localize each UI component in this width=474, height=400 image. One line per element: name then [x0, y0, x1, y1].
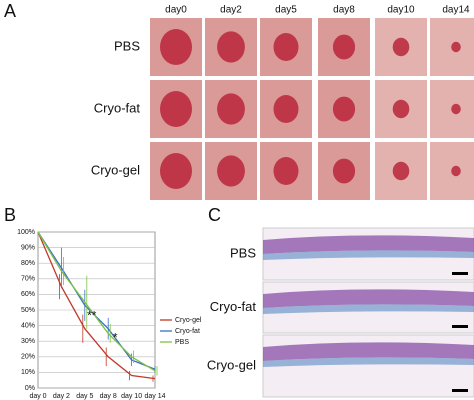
wound [392, 37, 410, 57]
y-tick-label: 40% [21, 322, 35, 329]
panel-label: A [4, 1, 16, 21]
y-tick-label: 90% [21, 244, 35, 251]
wound [332, 96, 356, 122]
legend-label: Cryo-gel [175, 317, 202, 324]
y-tick-label: 10% [21, 369, 35, 376]
tissue-band [263, 289, 474, 308]
x-tick-label: day 8 [100, 393, 117, 400]
x-tick-label: day 14 [144, 393, 165, 400]
tissue-band [263, 342, 474, 361]
wound [451, 165, 461, 177]
wound [273, 95, 299, 123]
wound [332, 34, 356, 60]
column-label: day14 [442, 5, 470, 16]
wound [273, 33, 299, 61]
column-label: day0 [165, 5, 187, 16]
row-label: Cryo-fat [94, 100, 141, 115]
wound [160, 91, 192, 127]
column-label: day10 [387, 5, 415, 16]
wound [160, 153, 192, 189]
wound [160, 29, 192, 65]
y-tick-label: 50% [21, 307, 35, 314]
scale-bar [452, 325, 468, 328]
y-tick-label: 0% [25, 385, 35, 392]
scale-bar [452, 272, 468, 275]
series-line [37, 231, 156, 380]
x-tick-label: day 2 [53, 393, 70, 400]
column-label: day2 [220, 5, 242, 16]
wound [392, 99, 410, 119]
tissue-band [263, 357, 474, 367]
tissue-band [263, 250, 474, 260]
legend-label: Cryo-fat [175, 328, 200, 335]
wound [451, 41, 461, 53]
tissue-band [263, 235, 474, 254]
wound [392, 161, 410, 181]
wound [217, 93, 245, 125]
y-tick-label: 80% [21, 260, 35, 267]
wound [273, 157, 299, 185]
annotation: * [113, 330, 118, 344]
y-tick-label: 100% [17, 229, 35, 236]
row-label: PBS [114, 38, 140, 53]
series-line [37, 231, 156, 370]
y-tick-label: 70% [21, 276, 35, 283]
wound [451, 103, 461, 115]
panel-label: B [4, 205, 16, 225]
tissue-band [263, 304, 474, 314]
y-tick-label: 20% [21, 354, 35, 361]
y-tick-label: 30% [21, 338, 35, 345]
row-label: PBS [230, 245, 256, 260]
column-label: day8 [333, 5, 355, 16]
panel-label: C [208, 205, 221, 225]
series-line [37, 231, 156, 372]
x-tick-label: day 5 [76, 393, 93, 400]
row-label: Cryo-fat [210, 299, 257, 314]
wound [217, 31, 245, 63]
annotation: ** [87, 308, 97, 322]
column-label: day5 [275, 5, 297, 16]
x-tick-label: day 0 [29, 393, 46, 400]
row-label: Cryo-gel [207, 357, 256, 372]
legend-label: PBS [175, 339, 189, 346]
row-label: Cryo-gel [91, 162, 140, 177]
wound [332, 158, 356, 184]
scale-bar [452, 389, 468, 392]
y-tick-label: 60% [21, 291, 35, 298]
x-tick-label: day 10 [121, 393, 142, 400]
wound [217, 155, 245, 187]
